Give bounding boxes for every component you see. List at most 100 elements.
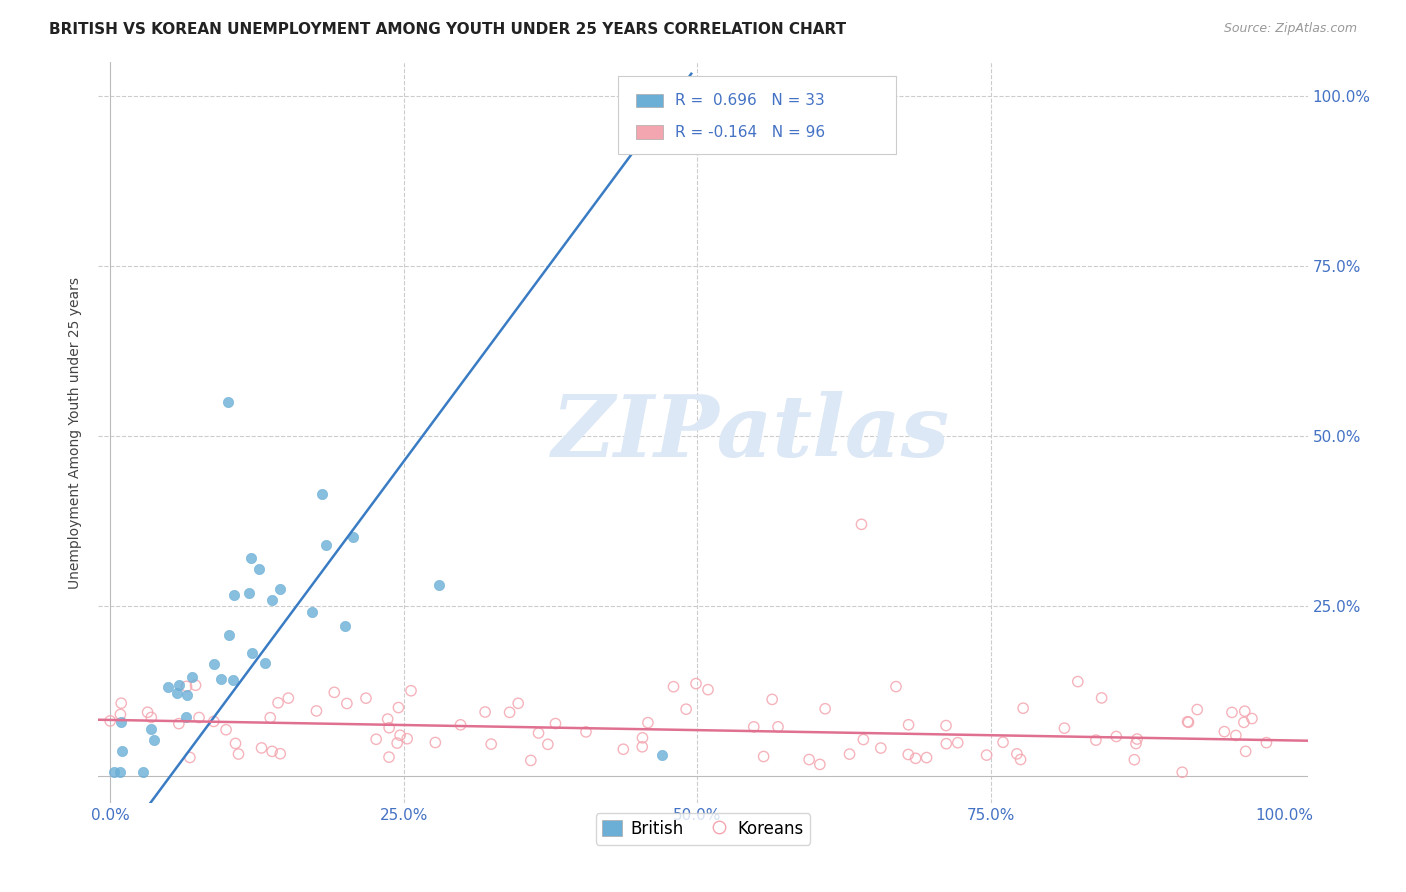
- Text: BRITISH VS KOREAN UNEMPLOYMENT AMONG YOUTH UNDER 25 YEARS CORRELATION CHART: BRITISH VS KOREAN UNEMPLOYMENT AMONG YOU…: [49, 22, 846, 37]
- Point: [527, 726, 550, 740]
- Point: [1067, 674, 1090, 689]
- Point: [935, 737, 957, 751]
- Point: [215, 723, 238, 737]
- Point: [1220, 706, 1243, 720]
- Point: [111, 744, 134, 758]
- Point: [202, 657, 225, 671]
- Text: R =  0.696   N = 33: R = 0.696 N = 33: [675, 93, 825, 108]
- Point: [269, 747, 291, 761]
- Point: [1177, 714, 1199, 729]
- Point: [209, 672, 232, 686]
- Point: [225, 736, 247, 750]
- Point: [218, 628, 240, 642]
- Point: [267, 696, 290, 710]
- Point: [976, 748, 998, 763]
- Point: [141, 710, 163, 724]
- Point: [1233, 704, 1256, 718]
- Point: [474, 705, 496, 719]
- Point: [1233, 715, 1256, 730]
- Point: [852, 732, 875, 747]
- Point: [110, 765, 132, 780]
- Point: [176, 710, 198, 724]
- Point: [222, 588, 245, 602]
- Point: [188, 710, 211, 724]
- Point: [136, 705, 159, 719]
- Point: [904, 751, 927, 765]
- Point: [897, 747, 920, 762]
- Point: [269, 582, 291, 596]
- Point: [884, 680, 907, 694]
- Point: [385, 736, 408, 750]
- FancyBboxPatch shape: [637, 94, 664, 107]
- Point: [1234, 744, 1257, 758]
- Point: [1187, 702, 1209, 716]
- Point: [103, 765, 125, 780]
- Point: [249, 562, 271, 576]
- Text: Source: ZipAtlas.com: Source: ZipAtlas.com: [1223, 22, 1357, 36]
- Point: [179, 750, 201, 764]
- Point: [520, 753, 543, 767]
- Point: [631, 731, 654, 745]
- Point: [1053, 721, 1076, 735]
- Point: [537, 737, 560, 751]
- Point: [1225, 728, 1247, 742]
- Point: [250, 740, 273, 755]
- Point: [1091, 690, 1114, 705]
- Point: [752, 749, 775, 764]
- Point: [1213, 724, 1236, 739]
- Point: [1177, 715, 1199, 730]
- Point: [1012, 701, 1035, 715]
- Point: [662, 680, 685, 694]
- Point: [544, 716, 567, 731]
- Point: [450, 718, 472, 732]
- Point: [396, 731, 419, 746]
- Point: [387, 700, 409, 714]
- Point: [181, 670, 204, 684]
- Point: [814, 702, 837, 716]
- Point: [1105, 730, 1128, 744]
- Point: [1126, 732, 1149, 747]
- Point: [157, 680, 180, 694]
- FancyBboxPatch shape: [619, 76, 897, 153]
- Point: [1240, 712, 1263, 726]
- Point: [143, 732, 166, 747]
- Point: [377, 712, 399, 726]
- Point: [1125, 737, 1147, 751]
- Point: [378, 721, 401, 735]
- Point: [184, 678, 207, 692]
- Point: [575, 724, 598, 739]
- Point: [378, 750, 401, 764]
- Point: [651, 748, 673, 763]
- Y-axis label: Unemployment Among Youth under 25 years: Unemployment Among Youth under 25 years: [69, 277, 83, 589]
- Point: [838, 747, 860, 761]
- Point: [399, 683, 422, 698]
- Point: [240, 551, 263, 566]
- Point: [336, 697, 359, 711]
- Point: [389, 728, 412, 742]
- Text: ZIPatlas: ZIPatlas: [553, 391, 950, 475]
- Point: [139, 722, 162, 736]
- Legend: British, Koreans: British, Koreans: [596, 814, 810, 845]
- Point: [277, 691, 299, 706]
- Point: [851, 517, 873, 532]
- Point: [742, 720, 765, 734]
- Point: [1084, 733, 1107, 747]
- Point: [240, 646, 263, 660]
- Point: [110, 696, 132, 710]
- Point: [202, 714, 225, 729]
- Text: R = -0.164   N = 96: R = -0.164 N = 96: [675, 125, 825, 139]
- Point: [176, 679, 198, 693]
- Point: [333, 619, 356, 633]
- Point: [427, 578, 450, 592]
- Point: [946, 736, 969, 750]
- Point: [508, 696, 530, 710]
- Point: [869, 741, 891, 756]
- Point: [697, 682, 720, 697]
- Point: [132, 764, 155, 779]
- Point: [637, 715, 659, 730]
- Point: [935, 718, 957, 732]
- Point: [228, 747, 250, 761]
- Point: [685, 676, 707, 690]
- Point: [253, 657, 276, 671]
- Point: [342, 530, 364, 544]
